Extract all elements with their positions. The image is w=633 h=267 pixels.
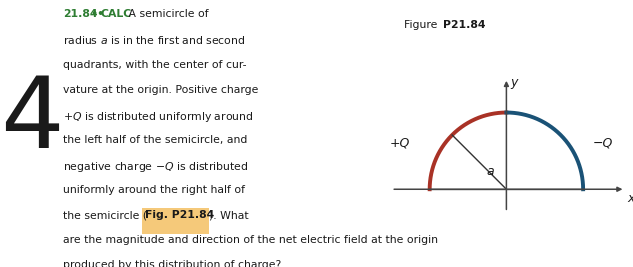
Text: P21.84: P21.84 [443,20,486,30]
Text: uniformly around the right half of: uniformly around the right half of [63,185,246,195]
Text: Fig. P21.84: Fig. P21.84 [145,210,215,220]
Text: Figure: Figure [404,20,441,30]
Text: CALC: CALC [101,9,132,19]
Text: the semicircle (: the semicircle ( [63,210,147,220]
Text: −Q: −Q [592,137,613,150]
Text: 4: 4 [0,72,63,169]
Text: ). What: ). What [210,210,249,220]
FancyBboxPatch shape [142,208,210,234]
Text: vature at the origin. Positive charge: vature at the origin. Positive charge [63,85,259,95]
Text: $+Q$ is distributed uniformly around: $+Q$ is distributed uniformly around [63,110,254,124]
Text: +Q: +Q [390,137,410,150]
Text: y: y [510,76,518,89]
Text: 21.84: 21.84 [63,9,98,19]
Text: are the magnitude and direction of the net electric field at the origin: are the magnitude and direction of the n… [63,235,438,245]
Text: the left half of the semicircle, and: the left half of the semicircle, and [63,135,248,145]
Text: a: a [487,165,494,178]
Text: quadrants, with the center of cur-: quadrants, with the center of cur- [63,60,247,69]
Text: radius $a$ is in the first and second: radius $a$ is in the first and second [63,34,246,46]
Text: A semicircle of: A semicircle of [125,9,209,19]
Text: produced by this distribution of charge?: produced by this distribution of charge? [63,260,282,267]
Text: x: x [628,192,633,205]
Text: ••: •• [90,9,104,19]
Text: negative charge $-Q$ is distributed: negative charge $-Q$ is distributed [63,160,249,174]
